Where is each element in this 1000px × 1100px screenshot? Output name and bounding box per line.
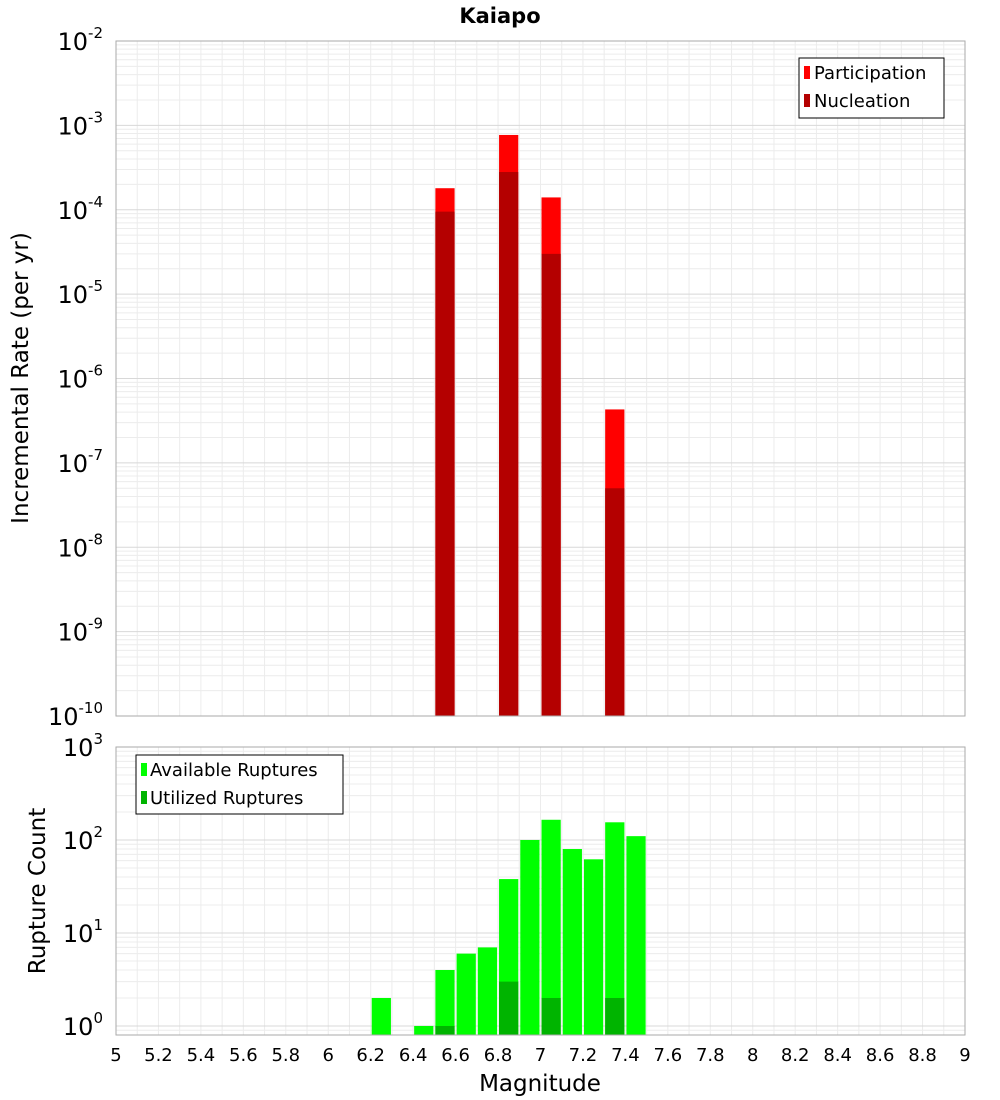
x-tick-labels: 5 5.2 5.4 5.6 5.8 6 6.2 6.4 6.6 6.8 7 7.2 7.4 7.6 7.8 8… <box>110 1045 970 1066</box>
top-bars <box>435 134 625 717</box>
x-tick-label: 6 <box>323 1045 334 1066</box>
x-tick-label: 5.4 <box>187 1045 216 1066</box>
available-ruptures-bar <box>456 953 476 1035</box>
rupture-count-chart: 100 101 102 103 5 5.2 5.4 5.6 5.8 6 6.2 6.4 6.6 6.8 7… <box>25 730 971 1097</box>
nucleation-bar <box>605 488 625 716</box>
legend-swatch-utilized <box>141 791 147 804</box>
bottom-legend: Available Ruptures Utilized Ruptures <box>135 754 344 815</box>
bottom-bars <box>371 819 646 1035</box>
available-ruptures-bar <box>541 819 561 1035</box>
x-tick-label: 6.2 <box>356 1045 385 1066</box>
y-tick-label: 100 <box>63 1009 103 1041</box>
x-tick-label: 5.8 <box>271 1045 300 1066</box>
x-tick-label: 6.6 <box>441 1045 470 1066</box>
y-tick-label: 10-2 <box>57 24 103 56</box>
top-y-axis-label: Incremental Rate (per yr) <box>8 232 34 524</box>
available-ruptures-bar <box>605 822 625 1035</box>
y-tick-label: 10-9 <box>57 615 103 647</box>
utilized-ruptures-bar <box>435 1025 455 1035</box>
x-tick-label: 7.8 <box>696 1045 725 1066</box>
y-tick-label: 102 <box>63 823 103 855</box>
bottom-legend-box <box>135 754 344 815</box>
x-tick-label: 6.4 <box>399 1045 428 1066</box>
x-tick-label: 5.2 <box>144 1045 173 1066</box>
x-tick-label: 5 <box>110 1045 121 1066</box>
y-tick-label: 10-3 <box>57 108 103 140</box>
legend-swatch-participation <box>804 66 810 79</box>
top-legend: Participation Nucleation <box>798 57 945 119</box>
x-tick-label: 8.2 <box>781 1045 810 1066</box>
x-axis-label: Magnitude <box>479 1071 601 1097</box>
bottom-y-axis-label: Rupture Count <box>25 808 51 974</box>
x-tick-label: 7 <box>535 1045 546 1066</box>
available-ruptures-bar <box>477 947 498 1035</box>
top-y-tick-labels: 10-10 10-9 10-8 10-7 10-6 10-5 10-4 10-3 10-2 <box>48 24 103 731</box>
legend-label-available: Available Ruptures <box>150 760 318 781</box>
available-ruptures-bar <box>562 849 582 1035</box>
nucleation-bar <box>435 211 455 716</box>
legend-label-nucleation: Nucleation <box>814 91 910 112</box>
y-tick-label: 10-8 <box>57 530 103 562</box>
y-tick-label: 103 <box>63 730 103 762</box>
bottom-plot-frame <box>115 746 966 1036</box>
y-tick-label: 10-10 <box>48 699 103 731</box>
legend-label-participation: Participation <box>814 63 926 84</box>
x-tick-label: 8.6 <box>866 1045 895 1066</box>
nucleation-bar <box>541 253 561 716</box>
x-tick-label: 5.6 <box>229 1045 258 1066</box>
available-ruptures-bar <box>371 997 391 1035</box>
x-tick-label: 8.8 <box>908 1045 937 1066</box>
y-tick-label: 10-7 <box>57 446 103 478</box>
y-tick-label: 101 <box>63 916 103 948</box>
chart-title: Kaiapo <box>459 4 540 28</box>
x-tick-label: 8.4 <box>823 1045 852 1066</box>
x-tick-label: 7.6 <box>654 1045 683 1066</box>
x-tick-label: 7.2 <box>569 1045 598 1066</box>
available-ruptures-bar <box>626 836 646 1035</box>
bottom-y-tick-labels: 100 101 102 103 <box>63 730 103 1041</box>
x-tick-label: 8 <box>747 1045 758 1066</box>
available-ruptures-bar <box>520 839 540 1035</box>
utilized-ruptures-bar <box>605 997 625 1035</box>
y-tick-label: 10-6 <box>57 362 103 394</box>
x-tick-label: 6.8 <box>484 1045 513 1066</box>
incremental-rate-chart: 10-10 10-9 10-8 10-7 10-6 10-5 10-4 10-3 10-2 In… <box>8 24 966 731</box>
top-legend-box <box>798 57 945 119</box>
top-gridlines <box>115 40 966 717</box>
x-tick-label: 7.4 <box>611 1045 640 1066</box>
utilized-ruptures-bar <box>541 997 561 1035</box>
utilized-ruptures-bar <box>499 981 519 1035</box>
legend-swatch-nucleation <box>804 94 810 107</box>
available-ruptures-bar <box>414 1025 434 1035</box>
y-tick-label: 10-4 <box>57 193 103 225</box>
x-tick-label: 9 <box>959 1045 970 1066</box>
nucleation-bar <box>499 172 519 716</box>
legend-swatch-available <box>141 763 147 776</box>
legend-label-utilized: Utilized Ruptures <box>150 788 303 809</box>
top-plot-frame <box>115 40 966 717</box>
y-tick-label: 10-5 <box>57 277 103 309</box>
bottom-gridlines <box>115 746 966 1036</box>
available-ruptures-bar <box>583 859 604 1035</box>
available-ruptures-bar <box>435 969 455 1035</box>
